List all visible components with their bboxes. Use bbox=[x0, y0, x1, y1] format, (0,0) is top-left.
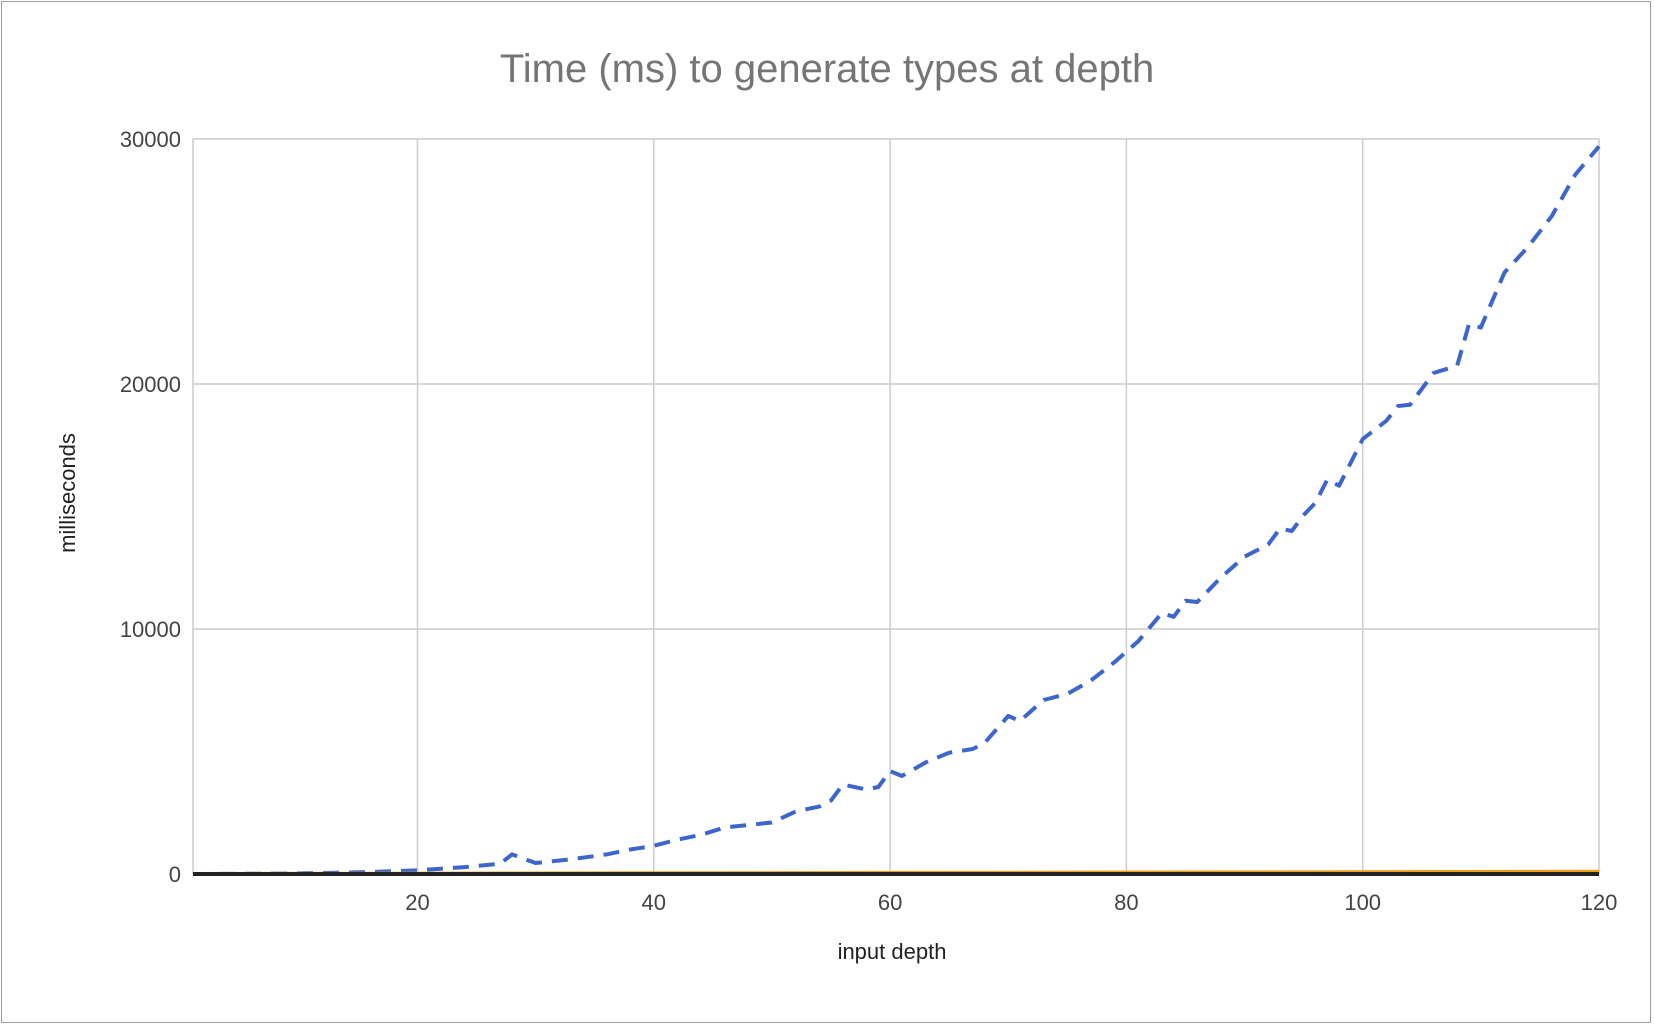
x-axis-ticks: 20 40 60 80 100 120 bbox=[405, 890, 1617, 915]
x-tick-label: 100 bbox=[1344, 890, 1381, 915]
y-tick-label: 10000 bbox=[120, 617, 181, 642]
y-tick-label: 30000 bbox=[120, 127, 181, 152]
y-axis-ticks: 0 10000 20000 30000 bbox=[120, 127, 181, 887]
grid-layer bbox=[192, 138, 1600, 875]
y-axis-title: milliseconds bbox=[55, 433, 80, 553]
y-tick-label: 20000 bbox=[120, 372, 181, 397]
x-tick-label: 120 bbox=[1581, 890, 1618, 915]
x-tick-label: 20 bbox=[405, 890, 429, 915]
x-tick-label: 40 bbox=[642, 890, 666, 915]
series-line-0 bbox=[192, 145, 1601, 876]
y-tick-label: 0 bbox=[169, 862, 181, 887]
x-tick-label: 80 bbox=[1114, 890, 1138, 915]
series-layer bbox=[192, 145, 1601, 876]
x-axis-title: input depth bbox=[838, 939, 947, 964]
x-tick-label: 60 bbox=[878, 890, 902, 915]
chart-title: Time (ms) to generate types at depth bbox=[500, 47, 1154, 91]
